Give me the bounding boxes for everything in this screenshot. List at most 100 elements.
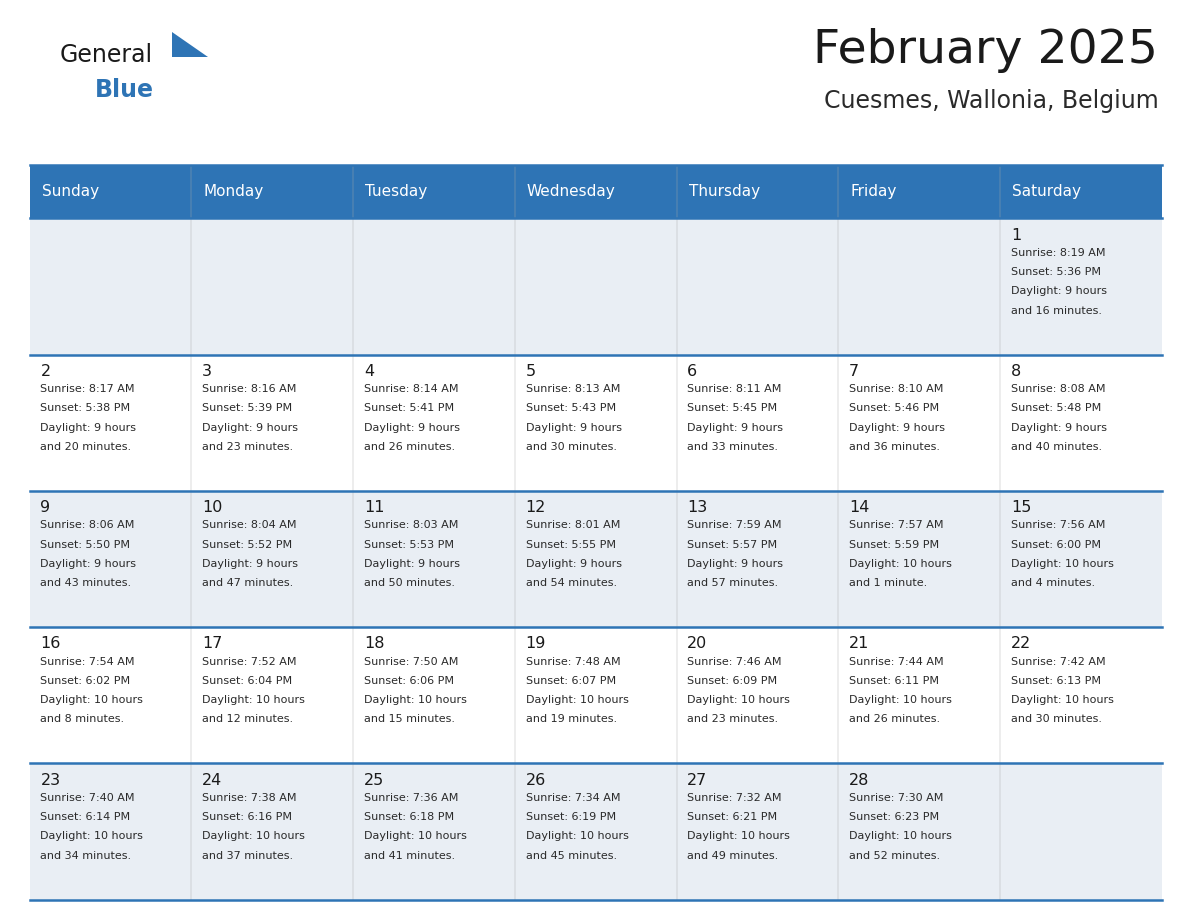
Text: Wednesday: Wednesday xyxy=(526,185,615,199)
Text: Sunrise: 7:42 AM: Sunrise: 7:42 AM xyxy=(1011,656,1106,666)
Text: and 47 minutes.: and 47 minutes. xyxy=(202,578,293,588)
Text: Sunrise: 7:44 AM: Sunrise: 7:44 AM xyxy=(849,656,943,666)
Text: 9: 9 xyxy=(40,500,51,515)
Bar xyxy=(30,764,1162,900)
Text: Sunrise: 7:57 AM: Sunrise: 7:57 AM xyxy=(849,521,943,531)
Text: Sunrise: 7:54 AM: Sunrise: 7:54 AM xyxy=(40,656,135,666)
Text: Sunrise: 8:06 AM: Sunrise: 8:06 AM xyxy=(40,521,134,531)
Text: Daylight: 10 hours: Daylight: 10 hours xyxy=(525,832,628,841)
Text: Sunset: 5:46 PM: Sunset: 5:46 PM xyxy=(849,403,940,413)
Text: Daylight: 10 hours: Daylight: 10 hours xyxy=(849,832,952,841)
Text: Daylight: 9 hours: Daylight: 9 hours xyxy=(525,559,621,569)
Text: Sunset: 6:02 PM: Sunset: 6:02 PM xyxy=(40,676,131,686)
Text: 23: 23 xyxy=(40,773,61,788)
Text: and 45 minutes.: and 45 minutes. xyxy=(525,851,617,860)
Text: Sunset: 6:04 PM: Sunset: 6:04 PM xyxy=(202,676,292,686)
Text: Sunset: 6:23 PM: Sunset: 6:23 PM xyxy=(849,812,940,822)
Bar xyxy=(30,354,1162,491)
Text: Daylight: 10 hours: Daylight: 10 hours xyxy=(364,695,467,705)
Text: Daylight: 10 hours: Daylight: 10 hours xyxy=(1011,559,1113,569)
Text: 15: 15 xyxy=(1011,500,1031,515)
Text: 25: 25 xyxy=(364,773,384,788)
Text: Daylight: 9 hours: Daylight: 9 hours xyxy=(364,422,460,432)
Text: General: General xyxy=(59,43,152,67)
Text: and 16 minutes.: and 16 minutes. xyxy=(1011,306,1101,316)
Text: and 15 minutes.: and 15 minutes. xyxy=(364,714,455,724)
Text: 12: 12 xyxy=(525,500,546,515)
Text: Sunrise: 7:32 AM: Sunrise: 7:32 AM xyxy=(688,793,782,802)
Text: Sunset: 5:36 PM: Sunset: 5:36 PM xyxy=(1011,267,1101,277)
Text: Daylight: 9 hours: Daylight: 9 hours xyxy=(1011,422,1107,432)
Text: Sunset: 5:52 PM: Sunset: 5:52 PM xyxy=(202,540,292,550)
Text: Daylight: 10 hours: Daylight: 10 hours xyxy=(202,695,305,705)
Text: Daylight: 9 hours: Daylight: 9 hours xyxy=(364,559,460,569)
Text: and 36 minutes.: and 36 minutes. xyxy=(849,442,940,452)
Text: and 26 minutes.: and 26 minutes. xyxy=(849,714,940,724)
Text: 10: 10 xyxy=(202,500,222,515)
Text: Sunday: Sunday xyxy=(42,185,99,199)
Text: Sunrise: 7:30 AM: Sunrise: 7:30 AM xyxy=(849,793,943,802)
Text: Sunset: 5:59 PM: Sunset: 5:59 PM xyxy=(849,540,940,550)
Text: Sunset: 6:19 PM: Sunset: 6:19 PM xyxy=(525,812,615,822)
Bar xyxy=(839,165,1000,218)
Text: and 20 minutes.: and 20 minutes. xyxy=(40,442,132,452)
Text: 7: 7 xyxy=(849,364,859,379)
Text: Monday: Monday xyxy=(203,185,264,199)
Text: Daylight: 10 hours: Daylight: 10 hours xyxy=(40,832,144,841)
Text: Sunrise: 7:48 AM: Sunrise: 7:48 AM xyxy=(525,656,620,666)
Text: Sunrise: 8:14 AM: Sunrise: 8:14 AM xyxy=(364,384,459,394)
Text: 19: 19 xyxy=(525,636,546,652)
Text: Sunset: 6:18 PM: Sunset: 6:18 PM xyxy=(364,812,454,822)
Text: Sunset: 6:07 PM: Sunset: 6:07 PM xyxy=(525,676,615,686)
Text: Daylight: 10 hours: Daylight: 10 hours xyxy=(688,695,790,705)
Text: and 50 minutes.: and 50 minutes. xyxy=(364,578,455,588)
Text: and 52 minutes.: and 52 minutes. xyxy=(849,851,940,860)
Bar xyxy=(514,165,677,218)
Text: Daylight: 10 hours: Daylight: 10 hours xyxy=(1011,695,1113,705)
Text: and 40 minutes.: and 40 minutes. xyxy=(1011,442,1102,452)
Bar xyxy=(30,165,191,218)
Text: 2: 2 xyxy=(40,364,51,379)
Text: and 8 minutes.: and 8 minutes. xyxy=(40,714,125,724)
Text: Sunset: 6:14 PM: Sunset: 6:14 PM xyxy=(40,812,131,822)
Bar xyxy=(30,218,1162,354)
Text: 26: 26 xyxy=(525,773,545,788)
Text: Sunrise: 8:01 AM: Sunrise: 8:01 AM xyxy=(525,521,620,531)
Text: Sunrise: 8:17 AM: Sunrise: 8:17 AM xyxy=(40,384,135,394)
Text: and 49 minutes.: and 49 minutes. xyxy=(688,851,778,860)
Text: and 33 minutes.: and 33 minutes. xyxy=(688,442,778,452)
Text: and 37 minutes.: and 37 minutes. xyxy=(202,851,293,860)
Text: Daylight: 9 hours: Daylight: 9 hours xyxy=(1011,286,1107,297)
Text: Daylight: 10 hours: Daylight: 10 hours xyxy=(849,695,952,705)
Text: 3: 3 xyxy=(202,364,213,379)
Text: Daylight: 10 hours: Daylight: 10 hours xyxy=(202,832,305,841)
Text: 17: 17 xyxy=(202,636,222,652)
Text: and 23 minutes.: and 23 minutes. xyxy=(688,714,778,724)
Polygon shape xyxy=(172,32,208,57)
Text: and 12 minutes.: and 12 minutes. xyxy=(202,714,293,724)
Text: Daylight: 9 hours: Daylight: 9 hours xyxy=(202,422,298,432)
Text: 4: 4 xyxy=(364,364,374,379)
Bar xyxy=(30,491,1162,627)
Text: Daylight: 10 hours: Daylight: 10 hours xyxy=(688,832,790,841)
Text: and 43 minutes.: and 43 minutes. xyxy=(40,578,132,588)
Text: and 41 minutes.: and 41 minutes. xyxy=(364,851,455,860)
Text: Daylight: 10 hours: Daylight: 10 hours xyxy=(364,832,467,841)
Text: 5: 5 xyxy=(525,364,536,379)
Text: 6: 6 xyxy=(688,364,697,379)
Text: Sunrise: 7:52 AM: Sunrise: 7:52 AM xyxy=(202,656,297,666)
Text: February 2025: February 2025 xyxy=(814,28,1158,73)
Text: Saturday: Saturday xyxy=(1012,185,1081,199)
Text: Blue: Blue xyxy=(95,78,154,102)
Text: Daylight: 10 hours: Daylight: 10 hours xyxy=(849,559,952,569)
Bar xyxy=(191,165,353,218)
Text: 22: 22 xyxy=(1011,636,1031,652)
Text: Sunset: 6:06 PM: Sunset: 6:06 PM xyxy=(364,676,454,686)
Text: 14: 14 xyxy=(849,500,870,515)
Text: Sunset: 5:45 PM: Sunset: 5:45 PM xyxy=(688,403,777,413)
Bar xyxy=(1000,165,1162,218)
Text: Sunset: 6:16 PM: Sunset: 6:16 PM xyxy=(202,812,292,822)
Text: Sunrise: 7:38 AM: Sunrise: 7:38 AM xyxy=(202,793,297,802)
Bar xyxy=(677,165,839,218)
Text: 20: 20 xyxy=(688,636,708,652)
